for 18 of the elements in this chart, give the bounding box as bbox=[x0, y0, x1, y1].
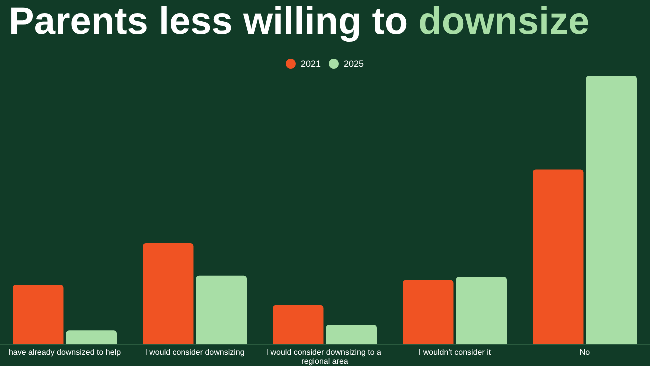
bar bbox=[13, 285, 64, 344]
bar bbox=[403, 280, 454, 344]
bar bbox=[326, 324, 377, 344]
x-tick-label: No bbox=[580, 348, 591, 357]
x-tick-label: have already downsized to help bbox=[8, 348, 122, 357]
x-tick-label: I would consider downsizing to a regional area bbox=[266, 348, 384, 366]
bar bbox=[533, 170, 584, 344]
x-tick-label: I would consider downsizing bbox=[145, 348, 245, 357]
bar bbox=[196, 276, 247, 344]
bar bbox=[273, 305, 324, 344]
chart-title: Parents less willing to downsize bbox=[9, 1, 590, 43]
bar bbox=[143, 244, 194, 344]
legend-label: 2025 bbox=[344, 59, 364, 69]
bar bbox=[456, 277, 507, 344]
bar bbox=[586, 76, 637, 344]
x-tick-label: I wouldn't consider it bbox=[418, 348, 492, 357]
legend-label: 2021 bbox=[300, 59, 322, 69]
bar bbox=[66, 330, 117, 344]
